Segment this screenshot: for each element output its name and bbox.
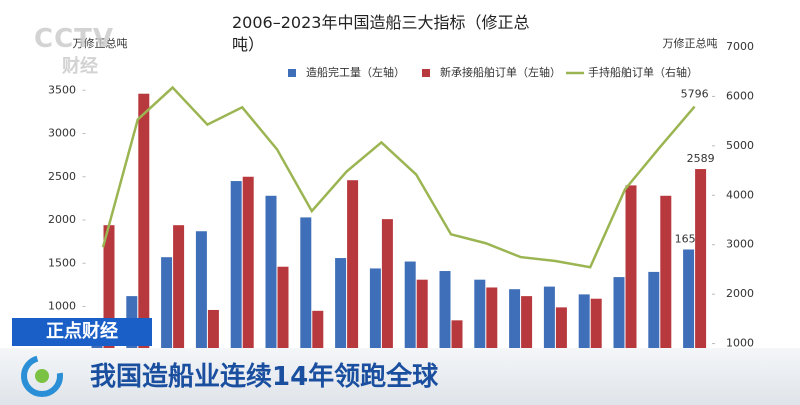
bar: [439, 271, 451, 393]
y2-tick-label: 2000: [726, 287, 754, 300]
bar: [578, 294, 590, 393]
logo-sub: 财经: [62, 56, 98, 77]
bar: [103, 225, 115, 393]
bar: [660, 195, 672, 393]
program-tag: 正点财经: [12, 318, 152, 346]
bar: [613, 277, 625, 393]
legend-swatch: [288, 69, 296, 77]
bar: [173, 225, 185, 393]
bar: [347, 180, 359, 393]
bar: [265, 195, 277, 393]
y-tick-label: 3500: [48, 83, 76, 96]
bar: [625, 185, 637, 393]
y2-tick-label: 1000: [726, 337, 754, 350]
y2-tick-label: 3000: [726, 238, 754, 251]
bar: [195, 231, 207, 393]
bar: [683, 249, 695, 393]
logo: CCTV: [34, 24, 115, 54]
y2-tick-label: 6000: [726, 89, 754, 102]
bar: [509, 289, 521, 393]
bar: [335, 258, 347, 393]
bar: [543, 286, 555, 393]
y-tick-label: 1000: [48, 300, 76, 313]
y2-tick-label: 5000: [726, 139, 754, 152]
bar: [369, 268, 381, 393]
banner: [0, 348, 800, 405]
chart-title: 2006–2023年中国造船三大指标（修正总吨）: [232, 13, 530, 54]
legend-label: 新承接船舶订单（左轴）: [440, 65, 561, 79]
bar: [648, 271, 660, 393]
y-tick-label: 1500: [48, 256, 76, 269]
legend-swatch: [422, 69, 430, 77]
bar: [242, 176, 254, 393]
legend-label: 造船完工量（左轴）: [306, 65, 405, 79]
bar: [416, 279, 428, 393]
y-tick-label: 2500: [48, 170, 76, 183]
bar: [381, 219, 393, 393]
bar: [486, 287, 498, 393]
data-label: 5796: [681, 88, 709, 101]
y2-axis-label: 万修正总吨: [663, 36, 718, 50]
legend-label: 手持船舶订单（右轴）: [588, 65, 698, 79]
y2-tick-label: 7000: [726, 40, 754, 53]
bar: [404, 261, 416, 393]
bar: [161, 257, 173, 393]
bar: [695, 169, 707, 393]
line: [101, 85, 696, 269]
bar: [300, 217, 312, 393]
y-tick-label: 2000: [48, 213, 76, 226]
bar: [138, 93, 150, 394]
y-axis-label: 万修正总吨: [73, 36, 128, 50]
bar: [277, 266, 289, 393]
y2-tick-label: 4000: [726, 188, 754, 201]
bar: [521, 296, 533, 393]
data-label: 2589: [687, 152, 715, 165]
channel-icon: [21, 355, 63, 397]
y-tick-label: 3000: [48, 127, 76, 140]
bar: [230, 181, 242, 393]
bar: [590, 298, 602, 393]
headline: 我国造船业连续14年领跑全球: [90, 362, 439, 392]
bar: [474, 279, 486, 393]
